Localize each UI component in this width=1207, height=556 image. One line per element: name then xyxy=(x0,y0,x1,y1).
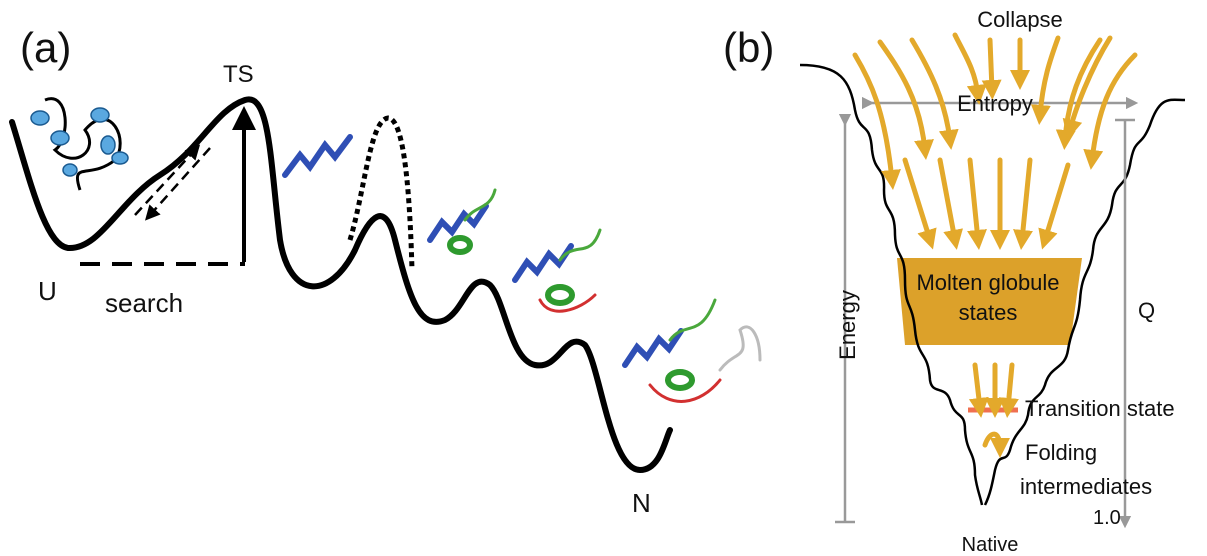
protein-structures xyxy=(285,137,760,401)
transition-label: Transition state xyxy=(1025,396,1175,421)
figure: (a) TS U search N (b) xyxy=(0,0,1207,556)
q-label: Q xyxy=(1138,298,1155,323)
energy-label: Energy xyxy=(835,290,860,360)
search-label: search xyxy=(105,288,183,318)
collapse-label: Collapse xyxy=(977,7,1063,32)
entropy-label: Entropy xyxy=(957,91,1033,116)
q-end-label: 1.0 xyxy=(1093,507,1121,529)
molten-label: states xyxy=(959,300,1018,325)
molten-label: Molten globule xyxy=(916,270,1059,295)
u-label: U xyxy=(38,276,57,306)
ts-label: TS xyxy=(223,61,254,88)
search-arrow xyxy=(135,150,195,215)
panel-b: (b) Collapse Entropy Molten globule stat… xyxy=(723,7,1185,556)
panel-a: (a) TS U search N xyxy=(12,24,760,518)
intermediates-label: Folding xyxy=(1025,440,1097,465)
native-label: Native xyxy=(962,534,1019,556)
panel-label: (b) xyxy=(723,24,774,71)
energy-curve xyxy=(12,99,670,470)
panel-label: (a) xyxy=(20,24,71,71)
n-label: N xyxy=(632,488,651,518)
residues xyxy=(31,108,128,176)
intermediates-label: intermediates xyxy=(1020,474,1152,499)
